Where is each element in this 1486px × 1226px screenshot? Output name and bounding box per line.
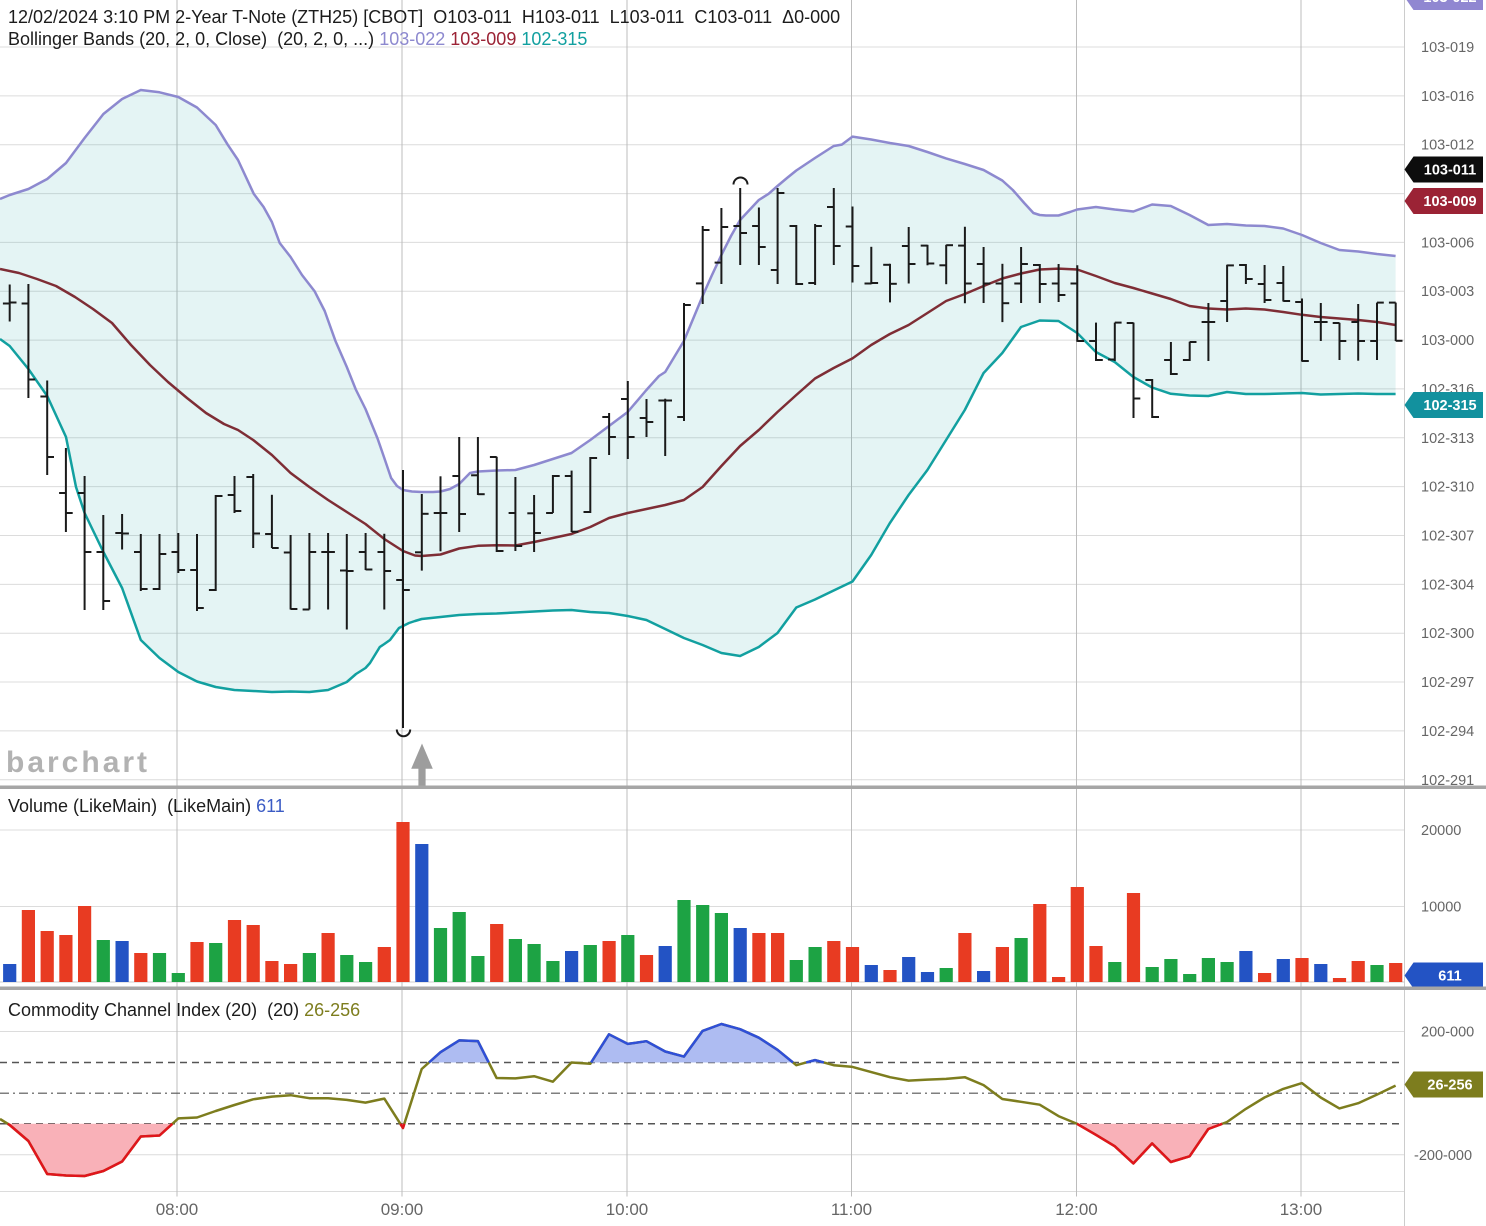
svg-text:103-012: 103-012 <box>1421 138 1474 154</box>
svg-text:-200-000: -200-000 <box>1414 1148 1472 1164</box>
svg-text:Bollinger Bands (20, 2, 0, Clo: Bollinger Bands (20, 2, 0, Close) (20, 2… <box>8 29 587 49</box>
svg-text:102-294: 102-294 <box>1421 724 1474 740</box>
svg-text:103-006: 103-006 <box>1421 235 1474 251</box>
svg-text:103-016: 103-016 <box>1421 89 1474 105</box>
svg-text:10:00: 10:00 <box>606 1200 649 1219</box>
svg-text:26-256: 26-256 <box>1427 1078 1472 1094</box>
svg-text:11:00: 11:00 <box>831 1200 872 1219</box>
svg-text:102-313: 102-313 <box>1421 431 1474 447</box>
svg-text:102-315: 102-315 <box>1423 398 1476 414</box>
svg-text:102-300: 102-300 <box>1421 626 1474 642</box>
svg-text:12/02/2024 3:10 PM 2-Year T-No: 12/02/2024 3:10 PM 2-Year T-Note (ZTH25)… <box>8 7 840 27</box>
svg-text:09:00: 09:00 <box>381 1200 424 1219</box>
svg-text:12:00: 12:00 <box>1055 1200 1098 1219</box>
svg-text:13:00: 13:00 <box>1280 1200 1323 1219</box>
svg-text:102-310: 102-310 <box>1421 480 1474 496</box>
svg-text:08:00: 08:00 <box>156 1200 199 1219</box>
svg-text:103-003: 103-003 <box>1421 284 1474 300</box>
svg-text:103-009: 103-009 <box>1423 194 1476 210</box>
svg-text:20000: 20000 <box>1421 823 1461 839</box>
svg-text:102-307: 102-307 <box>1421 529 1474 545</box>
svg-text:102-291: 102-291 <box>1421 773 1474 789</box>
svg-text:200-000: 200-000 <box>1421 1025 1474 1041</box>
svg-text:103-022: 103-022 <box>1423 0 1476 6</box>
svg-text:102-304: 102-304 <box>1421 577 1474 593</box>
svg-text:103-000: 103-000 <box>1421 333 1474 349</box>
svg-text:Commodity Channel Index (20): Commodity Channel Index (20) (20) 26-256 <box>8 1000 360 1020</box>
svg-text:10000: 10000 <box>1421 900 1461 916</box>
svg-text:103-019: 103-019 <box>1421 40 1474 56</box>
svg-text:barchart: barchart <box>6 746 150 779</box>
svg-text:102-297: 102-297 <box>1421 675 1474 691</box>
svg-text:611: 611 <box>1438 969 1461 985</box>
svg-text:Volume (LikeMain) (LikeMain): Volume (LikeMain) (LikeMain) 611 <box>8 796 285 816</box>
svg-text:103-011: 103-011 <box>1424 163 1476 179</box>
